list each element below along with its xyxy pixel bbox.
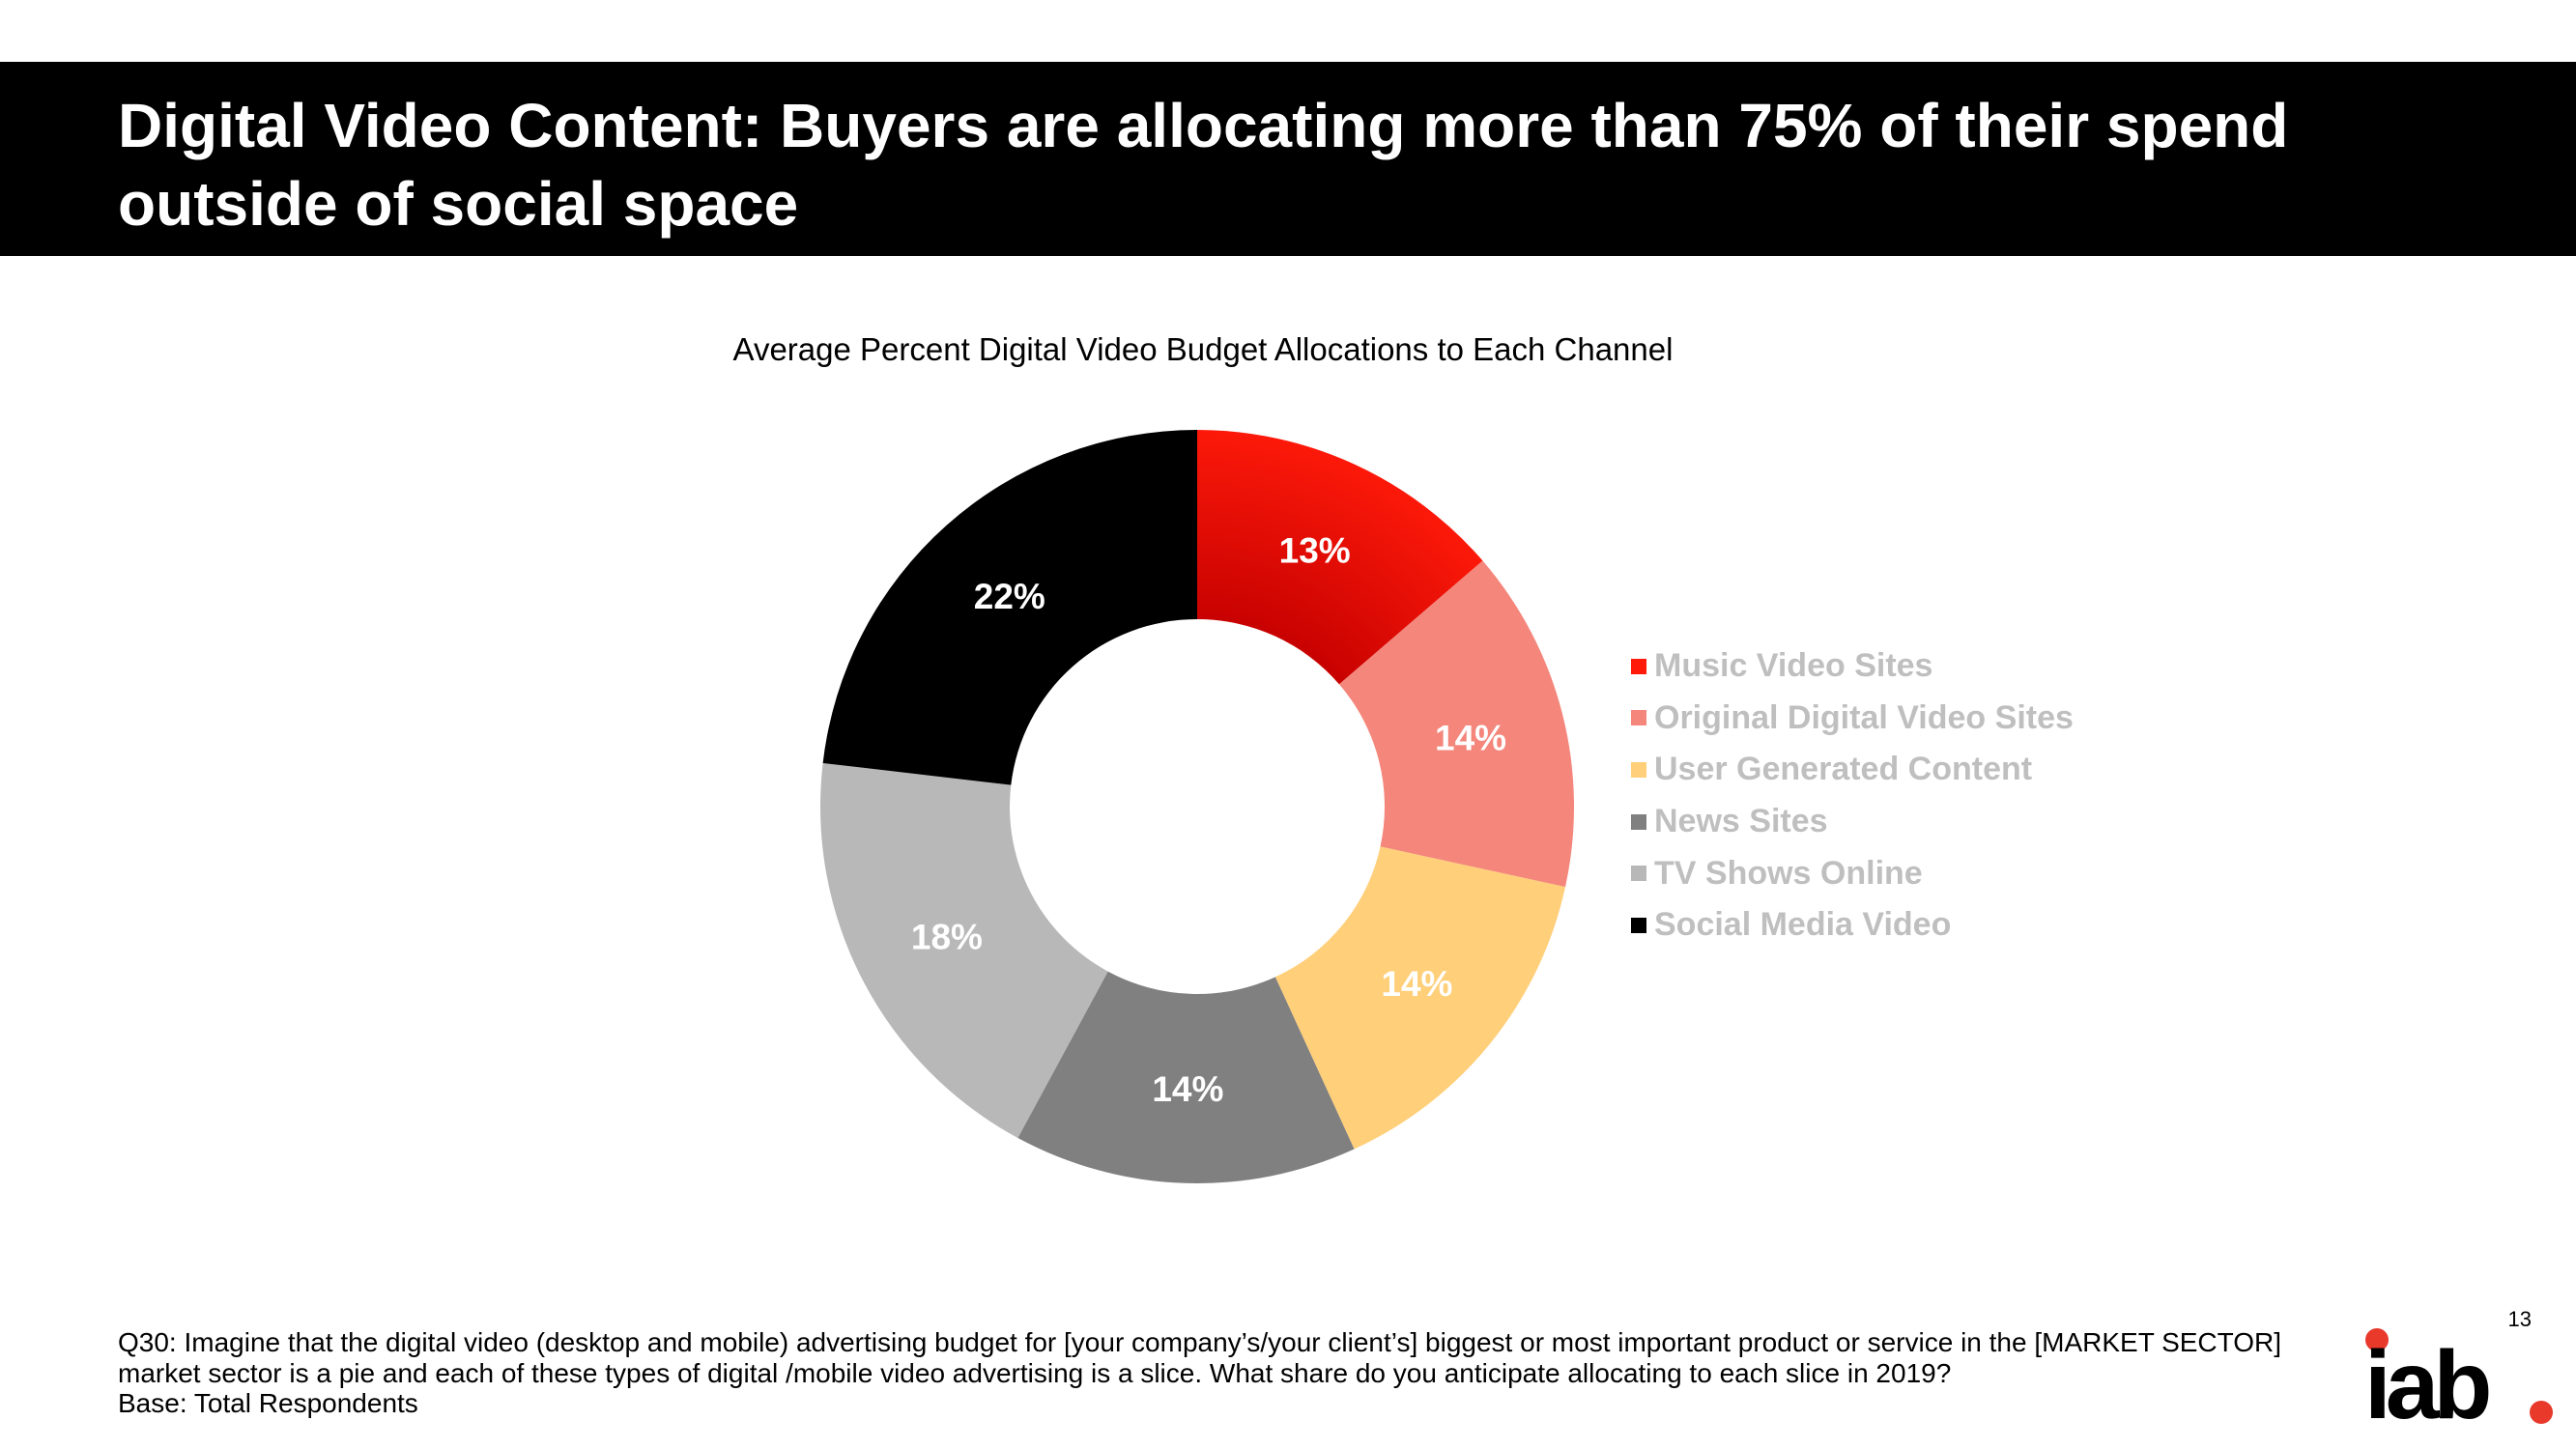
donut-slice-original-digital-video-sites — [1338, 560, 1575, 888]
title-band — [0, 62, 2576, 256]
slice-data-label: 14% — [1435, 718, 1506, 757]
legend-item: Social Media Video — [1631, 899, 2074, 952]
donut-slice-news-sites — [1017, 971, 1355, 1183]
donut-slice-music-video-sites — [1197, 430, 1483, 685]
donut-slice-user-generated-content — [1274, 846, 1566, 1150]
legend-swatch — [1631, 917, 1646, 933]
logo-text: iab — [2364, 1331, 2488, 1430]
slice-data-label: 14% — [1381, 964, 1452, 1004]
slice-data-label: 14% — [1152, 1069, 1223, 1109]
donut-slice-social-media-video — [822, 430, 1197, 785]
slice-data-label: 18% — [911, 918, 983, 957]
legend-swatch — [1631, 710, 1646, 726]
slice-data-label: 13% — [1279, 531, 1351, 571]
chart-title: Average Percent Digital Video Budget All… — [732, 331, 1674, 367]
logo-dot-top — [2365, 1328, 2389, 1351]
slide-title: Digital Video Content: Buyers are alloca… — [118, 91, 2289, 239]
legend-label: TV Shows Online — [1654, 854, 1923, 892]
legend-item: Music Video Sites — [1631, 640, 2074, 693]
slice-data-label: 22% — [974, 577, 1045, 616]
footnote-question: Q30: Imagine that the digital video (des… — [118, 1327, 2282, 1388]
legend-swatch — [1631, 813, 1646, 830]
page-number: 13 — [2507, 1307, 2532, 1331]
footnote: Q30: Imagine that the digital video (des… — [118, 1327, 2369, 1419]
legend-label: Social Media Video — [1654, 906, 1952, 944]
footnote-base: Base: Total Respondents — [118, 1388, 418, 1418]
legend-swatch — [1631, 761, 1646, 778]
donut-slice-tv-shows-online — [820, 762, 1108, 1138]
legend-label: Music Video Sites — [1654, 647, 1933, 685]
legend-label: Original Digital Video Sites — [1654, 698, 2074, 736]
legend-item: User Generated Content — [1631, 744, 2074, 796]
legend-label: User Generated Content — [1654, 751, 2033, 788]
legend-item: TV Shows Online — [1631, 847, 2074, 899]
legend-item: Original Digital Video Sites — [1631, 693, 2074, 745]
legend-swatch — [1631, 866, 1646, 882]
chart-legend: Music Video Sites Original Digital Video … — [1631, 640, 2074, 952]
legend-swatch — [1631, 658, 1646, 674]
legend-item: News Sites — [1631, 796, 2074, 848]
iab-logo: iab — [2364, 1328, 2553, 1430]
legend-label: News Sites — [1654, 803, 1828, 840]
logo-dot-bottom — [2530, 1401, 2553, 1424]
